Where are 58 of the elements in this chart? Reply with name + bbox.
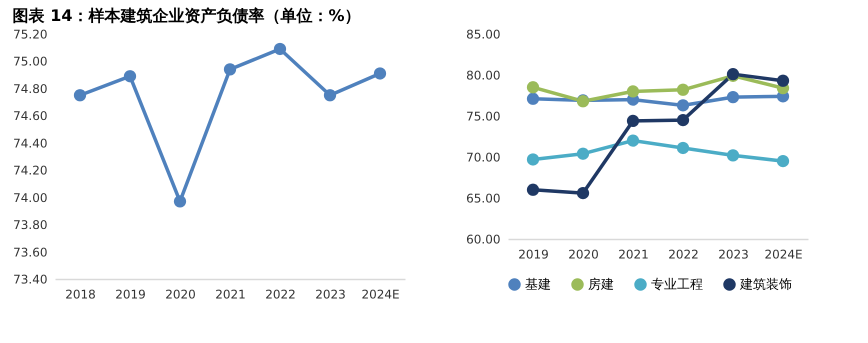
point: [676, 142, 690, 154]
point: [726, 91, 740, 104]
point: [576, 148, 590, 160]
x-tick-label: 2024E: [764, 248, 803, 262]
point: [776, 74, 790, 87]
point: [526, 184, 540, 196]
y-tick-label: 60.00: [466, 232, 500, 246]
x-tick-label: 2020: [165, 288, 196, 302]
x-tick-label: 2022: [668, 248, 699, 262]
legend-label: 建筑装饰: [739, 278, 792, 293]
point: [576, 186, 590, 200]
point: [224, 63, 236, 76]
point: [526, 81, 540, 94]
y-tick-label: 74.00: [13, 190, 48, 205]
legend-label: 专业工程: [651, 278, 703, 293]
point: [274, 42, 286, 56]
y-tick-label: 75.00: [466, 110, 500, 124]
x-tick-label: 2019: [115, 288, 146, 302]
point: [124, 70, 136, 82]
point: [526, 153, 540, 166]
y-tick-label: 65.00: [466, 192, 500, 206]
y-tick-label: 73.80: [13, 218, 48, 232]
point: [74, 89, 86, 102]
legend-label: 基建: [525, 278, 551, 293]
x-tick-label: 2022: [265, 288, 296, 302]
point: [676, 84, 690, 96]
x-tick-label: 2021: [618, 248, 649, 262]
point: [676, 114, 690, 126]
point: [676, 99, 690, 112]
point: [726, 149, 740, 162]
x-tick-label: 2023: [718, 248, 749, 262]
x-tick-label: 2018: [65, 288, 96, 302]
y-tick-label: 80.00: [466, 68, 500, 82]
y-tick-label: 75.00: [13, 54, 48, 69]
y-tick-label: 73.60: [13, 245, 48, 260]
point: [174, 195, 186, 208]
x-tick-label: 2019: [518, 248, 549, 262]
point: [324, 89, 336, 102]
y-tick-label: 85.00: [466, 28, 500, 42]
chart-title: 图表 14：样本建筑企业资产负债率（单位：%）: [12, 6, 361, 25]
point: [626, 85, 640, 98]
y-tick-label: 70.00: [466, 150, 500, 164]
y-tick-label: 74.20: [13, 164, 48, 178]
y-tick-label: 75.20: [13, 28, 48, 42]
point: [526, 92, 540, 105]
point: [374, 67, 386, 80]
y-tick-label: 74.40: [13, 136, 48, 150]
x-tick-label: 2021: [215, 288, 246, 302]
legend-label: 房建: [588, 276, 614, 293]
y-tick-label: 74.60: [13, 109, 48, 124]
x-tick-label: 2020: [568, 248, 599, 262]
x-tick-label: 2023: [315, 288, 346, 302]
point: [626, 134, 640, 147]
point: [626, 114, 640, 128]
y-tick-label: 73.40: [13, 272, 48, 286]
x-tick-label: 2024E: [361, 288, 400, 302]
y-tick-label: 74.80: [13, 82, 48, 96]
point: [776, 154, 790, 168]
